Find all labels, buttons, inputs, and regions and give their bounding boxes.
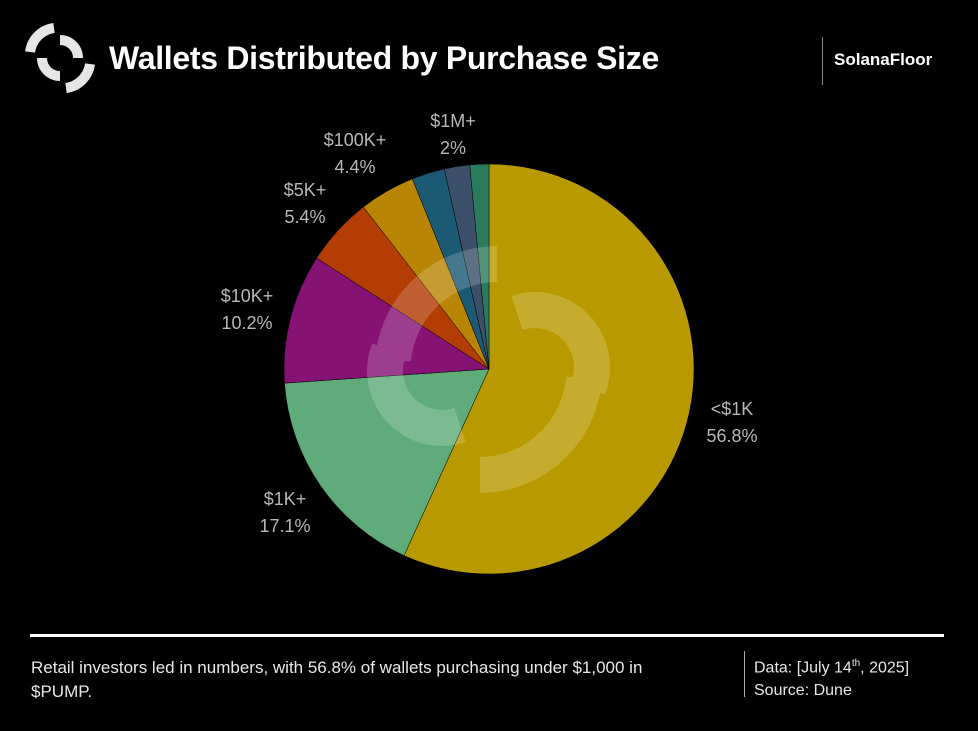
pie-slice <box>403 163 695 575</box>
chart-caption: Retail investors led in numbers, with 56… <box>31 658 643 701</box>
page-title: Wallets Distributed by Purchase Size <box>109 40 659 76</box>
slice-value-label: 5.4% <box>284 207 325 227</box>
slice-value-label: 56.8% <box>706 426 757 446</box>
slice-value-label: 2% <box>440 138 466 158</box>
slice-label: $1M+ <box>430 111 476 131</box>
slice-label: $5K+ <box>284 180 327 200</box>
slice-label: $100K+ <box>324 130 387 150</box>
slice-value-label: 17.1% <box>259 516 310 536</box>
brand-name: SolanaFloor <box>834 50 933 69</box>
pie-slice <box>283 257 490 384</box>
pie-chart: <$1K 56.8% $1K+ 17.1% $10K+ 10.2% $5K+ 5.4% $100… <box>221 111 758 575</box>
slice-value-label: 4.4% <box>334 157 375 177</box>
data-date: Data: [July 14th, 2025] <box>754 658 910 677</box>
data-source: Source: Dune <box>754 682 852 700</box>
solanafloor-logo-icon <box>25 23 95 93</box>
slice-value-label: 10.2% <box>221 313 272 333</box>
watermark-logo-icon <box>367 246 610 493</box>
brand-divider <box>822 37 823 85</box>
pie-slice <box>284 368 490 556</box>
pie-slice <box>469 163 490 370</box>
source-divider <box>744 651 745 697</box>
slice-label: <$1K <box>711 399 754 419</box>
footer-divider <box>30 634 944 637</box>
slice-label: $10K+ <box>221 286 274 306</box>
slice-label: $1K+ <box>264 489 307 509</box>
source-info: Data: [July 14th, 2025] Source: Dune <box>754 652 909 702</box>
